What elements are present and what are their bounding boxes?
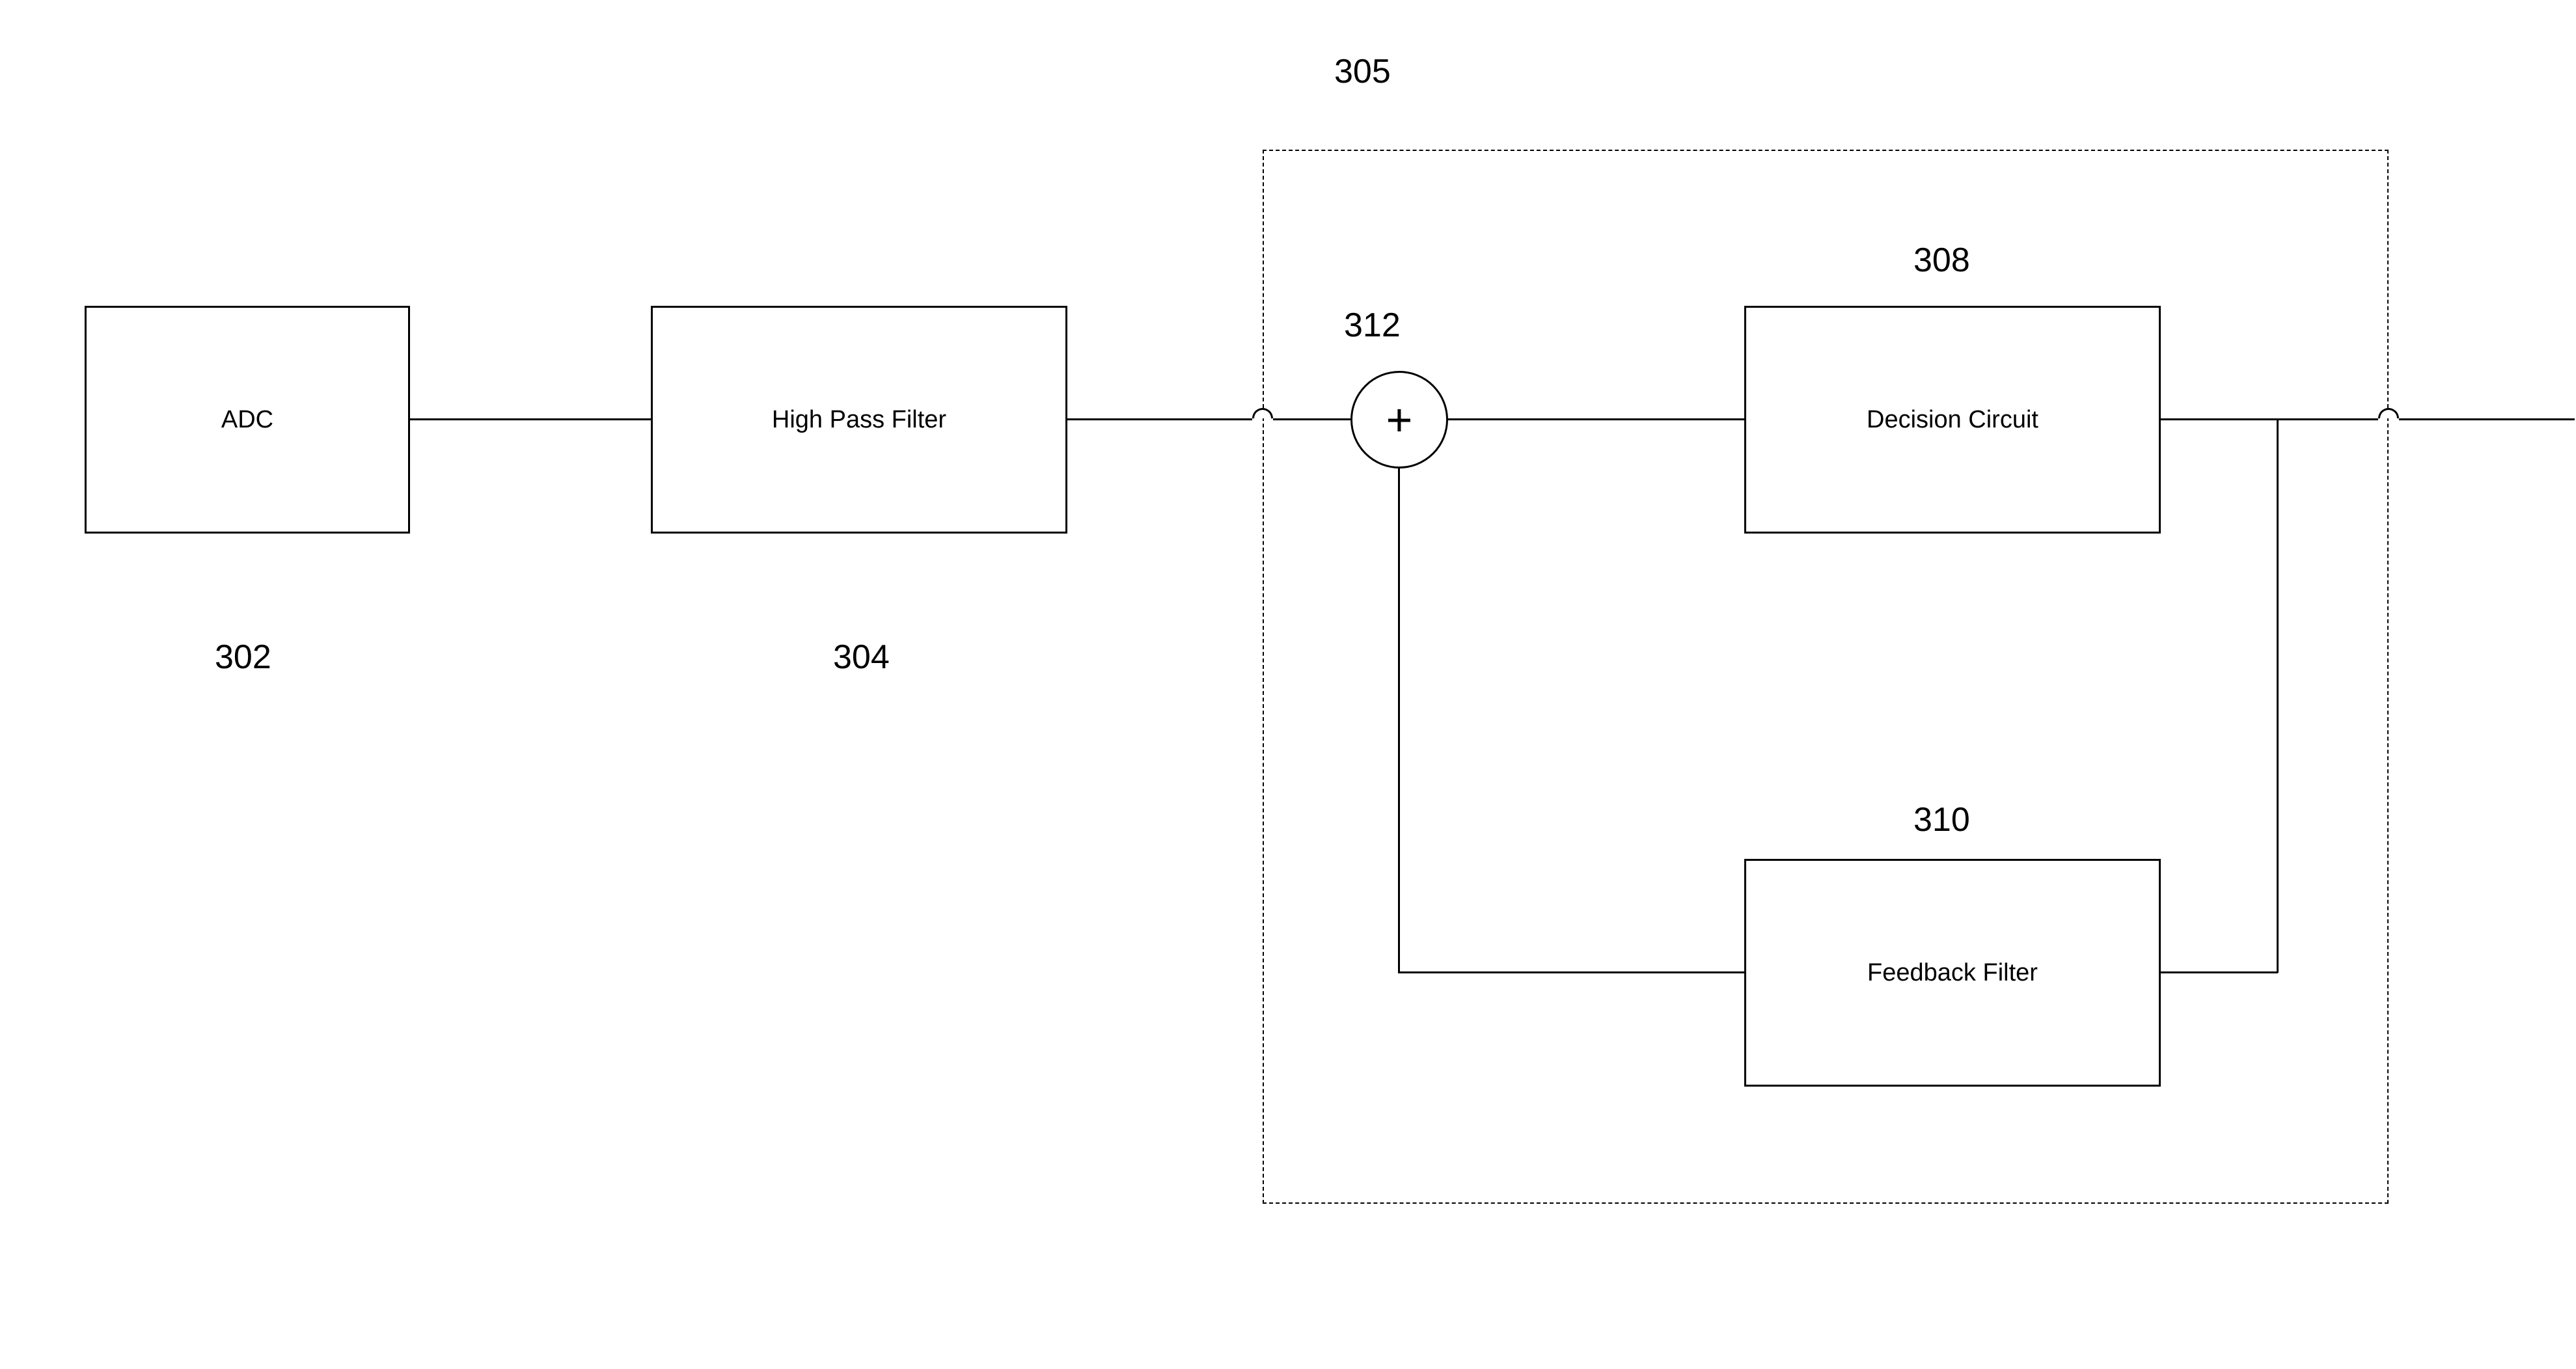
ref-305-label: 305	[1334, 52, 1391, 91]
wire-feedback-to-sum-v	[1398, 468, 1400, 973]
ref-302-label: 302	[215, 638, 271, 677]
wire-hpf-to-sum-right	[1273, 418, 1350, 420]
wire-decision-out-left	[2161, 418, 2378, 420]
wire-adc-to-hpf	[410, 418, 651, 420]
diagram-canvas: 305 302 304 308 310 312 ADC High Pass Fi…	[0, 0, 2576, 1369]
decision-block-label: Decision Circuit	[1867, 406, 2038, 434]
adc-block: ADC	[85, 306, 410, 534]
wire-hpf-to-sum-left	[1067, 418, 1252, 420]
feedback-block-label: Feedback Filter	[1867, 959, 2038, 987]
summing-node: +	[1350, 371, 1448, 468]
feedback-filter-block: Feedback Filter	[1744, 859, 2161, 1087]
ref-304-label: 304	[833, 638, 890, 677]
wire-decision-out-right	[2399, 418, 2575, 420]
hpf-block-label: High Pass Filter	[772, 406, 946, 434]
high-pass-filter-block: High Pass Filter	[651, 306, 1067, 534]
wire-tap-to-feedback	[2161, 971, 2278, 973]
adc-block-label: ADC	[221, 406, 273, 434]
plus-icon: +	[1386, 397, 1413, 442]
wire-tap-down	[2277, 420, 2279, 973]
wire-feedback-to-sum-h	[1398, 971, 1744, 973]
decision-circuit-block: Decision Circuit	[1744, 306, 2161, 534]
wire-sum-to-decision	[1448, 418, 1744, 420]
